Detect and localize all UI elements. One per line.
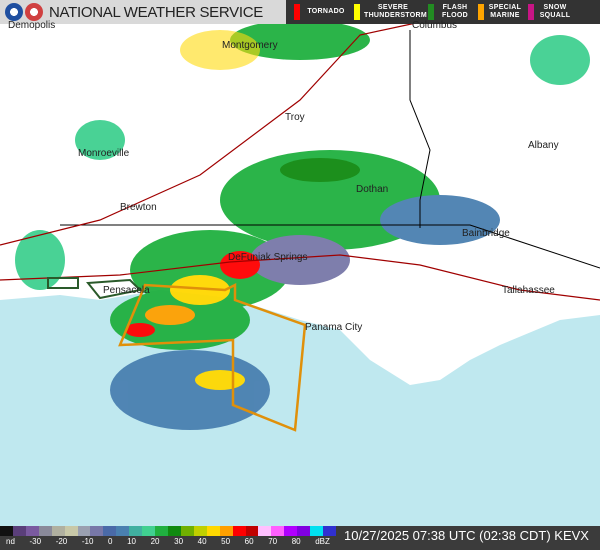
scale-swatch bbox=[167, 526, 181, 536]
scale-tick: 40 bbox=[197, 537, 207, 546]
city-label: Dothan bbox=[356, 184, 389, 195]
city-label: Troy bbox=[285, 112, 305, 123]
city-label: Pensacola bbox=[103, 285, 150, 296]
scale-swatch bbox=[284, 526, 298, 536]
warning-legend: TORNADO SEVERE THUNDERSTORM FLASH FLOOD SPE… bbox=[286, 0, 600, 24]
warning-swatch bbox=[294, 4, 300, 20]
warning-swatch bbox=[528, 4, 534, 20]
scale-swatch bbox=[103, 526, 117, 536]
scale-tick: 10 bbox=[127, 537, 136, 546]
scale-swatch bbox=[116, 526, 130, 536]
scale-swatch bbox=[297, 526, 311, 536]
city-label: Panama City bbox=[305, 322, 363, 333]
scale-swatch bbox=[51, 526, 65, 536]
scale-swatch bbox=[155, 526, 168, 536]
warning-legend-item: SEVERE THUNDERSTORM bbox=[354, 4, 427, 20]
header-bar: NATIONAL WEATHER SERVICE bbox=[0, 0, 286, 24]
flash-flood-warning-polygon bbox=[47, 277, 143, 300]
scale-swatch bbox=[142, 526, 156, 536]
scale-swatch bbox=[232, 526, 246, 536]
header-title: NATIONAL WEATHER SERVICE bbox=[49, 3, 263, 21]
scale-swatch bbox=[90, 526, 104, 536]
warning-swatch bbox=[354, 4, 360, 20]
scale-swatch bbox=[310, 526, 324, 536]
dbz-color-scale bbox=[0, 526, 336, 536]
warning-label: SPECIAL MARINE bbox=[488, 4, 522, 19]
warning-swatch bbox=[428, 4, 434, 20]
scale-swatch bbox=[206, 526, 220, 536]
scale-swatch bbox=[25, 526, 39, 536]
dbz-scale-ticks: nd -30 -20 -10 0 10 20 30 40 50 60 70 80 dBZ bbox=[0, 537, 336, 550]
warning-label: TORNADO bbox=[307, 8, 345, 15]
scale-tick: 80 bbox=[291, 537, 301, 546]
gulf-water bbox=[0, 290, 600, 526]
scale-swatch bbox=[64, 526, 78, 536]
warning-legend-item: SNOW SQUALL bbox=[528, 4, 572, 20]
scale-swatch bbox=[77, 526, 91, 536]
warning-label: SEVERE THUNDERSTORM bbox=[364, 4, 427, 19]
city-label: Montgomery bbox=[222, 40, 278, 51]
timestamp: 10/27/2025 07:38 UTC (02:38 CDT) KEVX bbox=[344, 528, 589, 543]
scale-tick: 20 bbox=[150, 537, 160, 546]
scale-tick: -10 bbox=[81, 537, 94, 546]
scale-tick: 0 bbox=[108, 537, 113, 546]
scale-tick: 70 bbox=[268, 537, 278, 546]
scale-tick: nd bbox=[6, 537, 15, 546]
warning-label: FLASH FLOOD bbox=[442, 4, 468, 19]
scale-swatch bbox=[0, 526, 13, 536]
scale-tick: dBZ bbox=[315, 537, 330, 546]
scale-swatch bbox=[193, 526, 207, 536]
noaa-logo bbox=[5, 3, 23, 21]
scale-tick: -30 bbox=[29, 537, 42, 546]
city-label: Tallahassee bbox=[502, 285, 555, 296]
scale-swatch bbox=[271, 526, 285, 536]
scale-swatch bbox=[323, 526, 336, 536]
warning-legend-item: FLASH FLOOD bbox=[428, 4, 472, 20]
scale-swatch bbox=[219, 526, 233, 536]
city-label: Columbus bbox=[412, 20, 458, 31]
scale-tick: -20 bbox=[55, 537, 68, 546]
nws-logo bbox=[25, 3, 43, 21]
scale-tick: 60 bbox=[244, 537, 254, 546]
scale-swatch bbox=[180, 526, 194, 536]
scale-swatch bbox=[129, 526, 143, 536]
city-label: DeFuniak Springs bbox=[228, 252, 308, 263]
scale-tick: 50 bbox=[221, 537, 231, 546]
warning-legend-item: TORNADO bbox=[294, 4, 348, 20]
warning-legend-item: SPECIAL MARINE bbox=[478, 4, 522, 20]
city-label: Albany bbox=[528, 140, 559, 151]
scale-swatch bbox=[38, 526, 52, 536]
special-marine-warning-polygon bbox=[118, 282, 307, 432]
scale-swatch bbox=[245, 526, 259, 536]
scale-swatch bbox=[12, 526, 26, 536]
scale-tick: 30 bbox=[174, 537, 184, 546]
city-label: Demopolis bbox=[8, 20, 56, 31]
scale-swatch bbox=[258, 526, 272, 536]
city-label: Monroeville bbox=[78, 148, 130, 159]
warning-label: SNOW SQUALL bbox=[539, 4, 571, 19]
city-label: Brewton bbox=[120, 202, 157, 213]
city-label: Bainbridge bbox=[462, 228, 510, 239]
warning-swatch bbox=[478, 4, 484, 20]
